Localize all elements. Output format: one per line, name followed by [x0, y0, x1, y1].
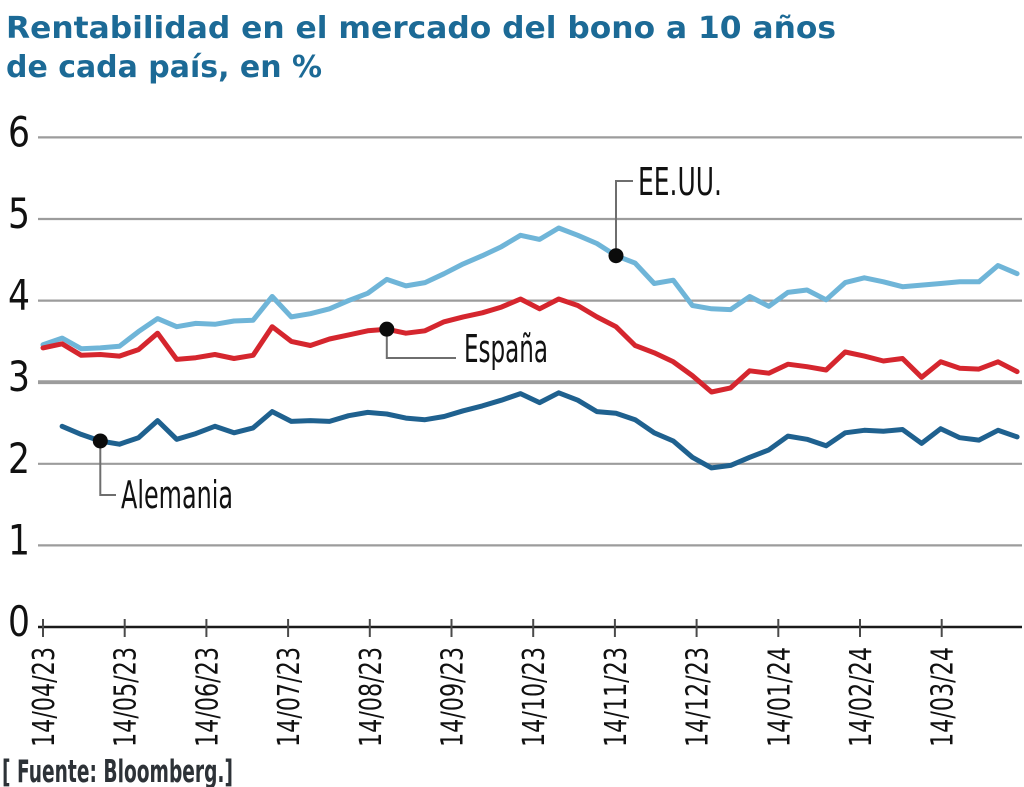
- annotation-dot: [379, 321, 395, 337]
- y-tick-label: 6: [8, 107, 30, 156]
- x-tick-label: 14/01/24: [762, 647, 797, 747]
- annotation-connector: [99, 440, 116, 496]
- y-tick-label: 1: [8, 515, 30, 564]
- annotation-dot: [92, 433, 108, 449]
- annotation-connector: [385, 329, 456, 359]
- x-tick-label: 14/10/23: [517, 647, 552, 747]
- x-tick-label: 14/12/23: [681, 647, 716, 747]
- series-line-alemania: [59, 390, 1020, 471]
- x-tick-label: 14/11/23: [599, 647, 634, 747]
- annotation-dot: [608, 248, 624, 264]
- x-tick-label: 14/03/24: [926, 647, 961, 747]
- x-tick-label: 14/05/23: [109, 647, 144, 747]
- y-tick-label: 2: [8, 434, 30, 483]
- plot-area: 14/04/23 14/05/23 14/06/23 14/07/23 14/08/23…: [8, 107, 1022, 747]
- x-tick-label: 14/07/23: [272, 647, 307, 747]
- annotation-label-alemania: Alemania: [121, 473, 233, 517]
- annotation-label-espaa: España: [464, 327, 548, 371]
- source-credit: [ Fuente: Bloomberg.]: [2, 754, 233, 787]
- annotation-connector: [615, 180, 633, 256]
- x-tick-label: 14/02/24: [844, 647, 879, 747]
- annotation-label-eeuu: EE.UU.: [638, 160, 722, 204]
- series-line-eeuu: [40, 225, 1020, 352]
- x-tick-label: 14/04/23: [27, 647, 62, 747]
- y-tick-label: 4: [8, 271, 30, 320]
- x-tick-label: 14/08/23: [354, 647, 389, 747]
- x-tick-label: 14/06/23: [190, 647, 225, 747]
- chart-title-line1: Rentabilidad en el mercado del bono a 10…: [6, 11, 836, 46]
- chart-title-line2: de cada país, en %: [6, 50, 322, 85]
- y-tick-label: 3: [8, 352, 30, 401]
- x-tick-label: 14/09/23: [436, 647, 471, 747]
- y-tick-label: 0: [8, 597, 30, 646]
- series-line-espaa: [40, 296, 1020, 395]
- y-tick-label: 5: [8, 189, 30, 238]
